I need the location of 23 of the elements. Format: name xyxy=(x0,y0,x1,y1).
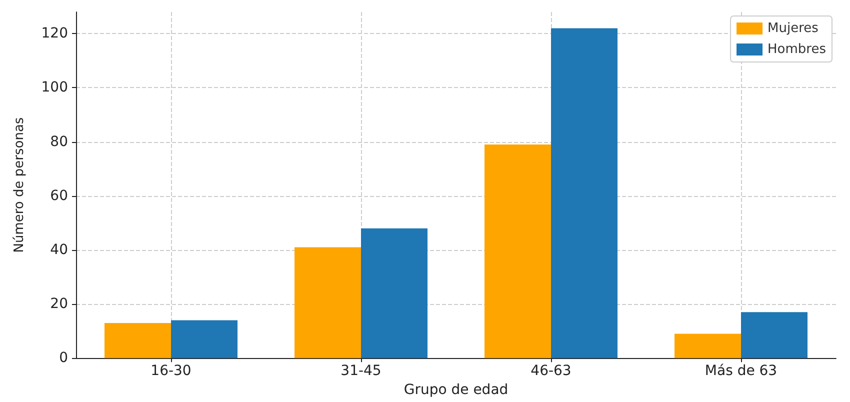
legend-label: Hombres xyxy=(768,42,826,57)
y-tick-label: 20 xyxy=(50,296,68,312)
y-axis-title: Número de personas xyxy=(12,117,27,253)
x-tick-label: 46-63 xyxy=(530,363,572,380)
bar xyxy=(171,320,238,358)
y-tick-label: 60 xyxy=(50,188,68,204)
x-tick-label: 31-45 xyxy=(340,363,382,380)
y-tick-label: 40 xyxy=(50,242,68,258)
bar xyxy=(674,334,741,358)
y-tick-label: 120 xyxy=(41,26,68,42)
bar xyxy=(741,312,808,358)
x-tick-label: 16-30 xyxy=(150,363,192,380)
y-tick-label: 100 xyxy=(41,80,68,96)
bar xyxy=(484,144,551,358)
legend-label: Mujeres xyxy=(768,21,819,36)
bar xyxy=(104,322,171,358)
bar xyxy=(551,28,618,358)
x-tick-label: Más de 63 xyxy=(704,363,778,380)
bar xyxy=(294,247,361,358)
y-tick-label: 0 xyxy=(59,350,68,366)
x-axis-title: Grupo de edad xyxy=(404,382,508,398)
bar xyxy=(361,228,428,358)
y-tick-label: 80 xyxy=(50,134,68,150)
